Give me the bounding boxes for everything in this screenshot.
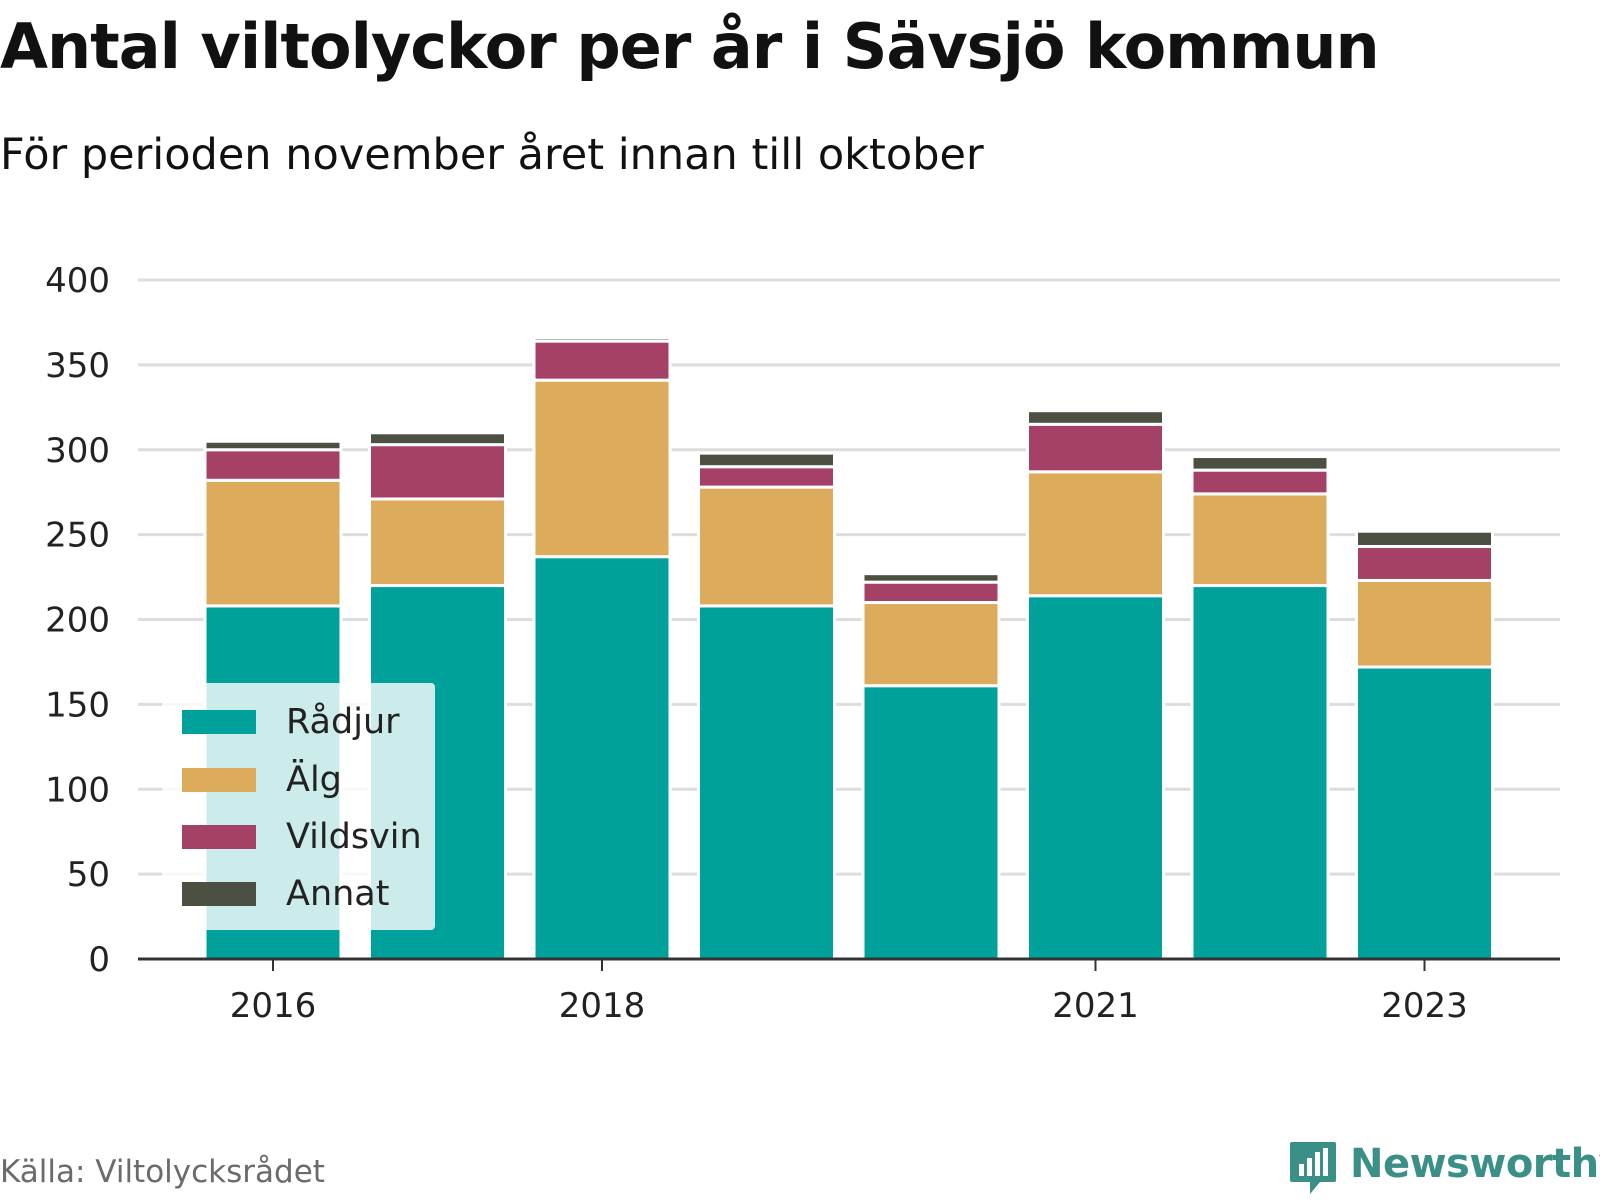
newsworthy-logo-icon bbox=[1290, 1142, 1336, 1194]
legend-item: Vildsvin bbox=[182, 817, 422, 857]
legend-label: Vildsvin bbox=[286, 817, 422, 857]
x-tick-label: 2018 bbox=[559, 986, 646, 1026]
bar-segment bbox=[532, 555, 672, 961]
bar-segment bbox=[1026, 470, 1165, 598]
legend: Rådjur Älg Vildsvin Annat bbox=[162, 683, 435, 930]
bar-segment bbox=[1026, 409, 1165, 426]
bar-segment bbox=[203, 439, 343, 452]
y-axis-ticks: 0 50 100 150 200 250 300 350 400 bbox=[45, 261, 110, 980]
legend-item: Älg bbox=[182, 760, 342, 800]
legend-item: Annat bbox=[182, 874, 389, 914]
bar-segment bbox=[861, 601, 1001, 688]
bar-segment bbox=[1355, 578, 1494, 669]
bar-segment bbox=[697, 485, 836, 608]
y-tick-label: 200 bbox=[45, 601, 110, 641]
x-tick-label: 2016 bbox=[230, 986, 317, 1026]
bar-segment bbox=[1355, 529, 1494, 549]
bars bbox=[203, 336, 1494, 961]
x-tick-label: 2023 bbox=[1381, 986, 1468, 1026]
bar-segment bbox=[697, 465, 836, 489]
bar-segment bbox=[1026, 594, 1165, 961]
bar-segment bbox=[861, 572, 1001, 584]
legend-label: Rådjur bbox=[286, 702, 400, 742]
x-axis: 2016 2018 2021 2023 bbox=[138, 957, 1560, 1026]
y-tick-label: 150 bbox=[45, 685, 110, 725]
bar-segment bbox=[1190, 455, 1330, 472]
y-tick-label: 400 bbox=[45, 261, 110, 301]
bar-segment bbox=[368, 431, 507, 447]
bar-segment bbox=[1355, 665, 1494, 961]
bar-segment bbox=[532, 336, 672, 343]
y-tick-label: 100 bbox=[45, 770, 110, 810]
legend-item: Rådjur bbox=[182, 702, 400, 742]
bar-segment bbox=[1190, 468, 1330, 496]
bar-segment bbox=[1190, 492, 1330, 588]
legend-swatch bbox=[182, 825, 256, 849]
y-tick-label: 350 bbox=[45, 346, 110, 386]
bar-segment bbox=[368, 497, 507, 588]
bar-segment bbox=[203, 448, 343, 482]
brand-name: Newsworthy bbox=[1350, 1141, 1600, 1187]
bar-segment bbox=[203, 478, 343, 608]
y-tick-label: 50 bbox=[67, 855, 110, 895]
bar-segment bbox=[532, 378, 672, 559]
source-note: Källa: Viltolycksrådet bbox=[0, 1154, 325, 1190]
legend-label: Annat bbox=[286, 874, 390, 914]
bar-segment bbox=[861, 580, 1001, 605]
legend-swatch bbox=[182, 882, 256, 906]
y-tick-label: 250 bbox=[45, 516, 110, 556]
bar-segment bbox=[697, 451, 836, 469]
bar-segment bbox=[697, 604, 836, 961]
y-tick-label: 0 bbox=[88, 940, 110, 980]
chart-title: Antal viltolyckor per år i Sävsjö kommun bbox=[0, 10, 1380, 83]
bar-segment bbox=[532, 339, 672, 382]
legend-swatch bbox=[182, 768, 256, 792]
bar-segment bbox=[1355, 545, 1494, 582]
legend-label: Älg bbox=[286, 760, 342, 800]
x-tick-label: 2021 bbox=[1052, 986, 1139, 1026]
chart-subtitle: För perioden november året innan till ok… bbox=[0, 130, 984, 180]
bar-segment bbox=[861, 684, 1001, 961]
legend-swatch bbox=[182, 710, 256, 734]
brand-logo: Newsworthy bbox=[1288, 1140, 1600, 1200]
bar-segment bbox=[1026, 422, 1165, 474]
bar-segment bbox=[368, 443, 507, 501]
y-tick-label: 300 bbox=[45, 431, 110, 471]
bar-segment bbox=[1190, 584, 1330, 961]
